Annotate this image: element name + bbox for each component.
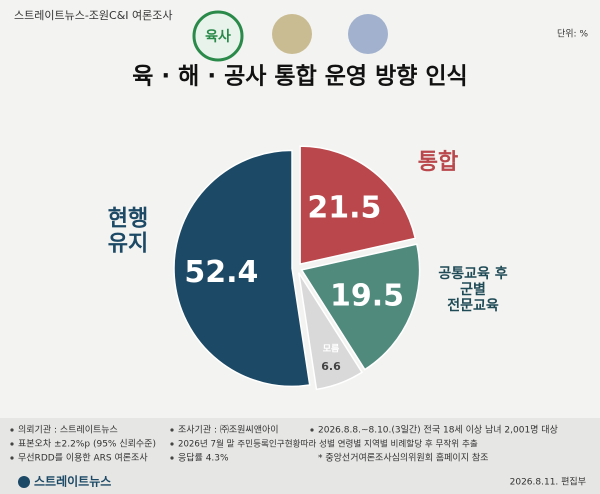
- footer-bg: [0, 418, 600, 494]
- bullet: [10, 428, 14, 432]
- footer-note: 표본오차 ±2.2%p (95% 신뢰수준): [18, 438, 156, 450]
- pie-slice: [299, 145, 417, 266]
- category-label: 유지: [108, 232, 148, 257]
- bullet: [10, 456, 14, 460]
- footer: 의뢰기관 : 스트레이트뉴스 조사기관 : ㈜조원씨앤아이 2026.8.8.~8.…: [10, 424, 558, 464]
- footer-note: 2026.8.8.~8.10.(3일간) 전국 18세 이상 남녀 2,001명…: [318, 425, 558, 436]
- bullet: [170, 442, 174, 446]
- category-label: 공통교육 후: [438, 266, 507, 282]
- footer-note: 응답률 4.3%: [178, 452, 229, 464]
- category-label: 전문교육: [447, 297, 499, 314]
- value-label: 19.5: [330, 279, 404, 314]
- value-label: 21.5: [307, 190, 381, 225]
- brand: 스트레이트뉴스: [34, 474, 111, 489]
- source-line: 스트레이트뉴스-조원C&I 여론조사: [14, 9, 173, 22]
- footer-note: 조사기관 : ㈜조원씨앤아이: [178, 424, 279, 436]
- bullet: [170, 428, 174, 432]
- footer-note: * 중앙선거여론조사심의위원회 홈페이지 참조: [318, 452, 488, 464]
- brand-icon: [18, 476, 30, 488]
- category-label: 모름: [323, 343, 340, 354]
- unit-label: 단위: %: [557, 29, 588, 40]
- category-label: 현행: [108, 206, 148, 231]
- category-label: 통합: [418, 149, 458, 175]
- bullet: [310, 428, 314, 432]
- army-emblem: [192, 10, 244, 62]
- footer-note: 2026년 7월 말 주민등록인구현황따라 성별 연령별 지역별 비례할당 후 …: [178, 438, 478, 450]
- emblems: 육사: [192, 10, 388, 62]
- pie-slice: [173, 149, 311, 388]
- footer-note: 의뢰기관 : 스트레이트뉴스: [18, 425, 118, 436]
- bullet: [170, 456, 174, 460]
- pie-slice: [300, 243, 421, 371]
- army-badge-text: 육사: [205, 29, 231, 45]
- bullet: [10, 442, 14, 446]
- value-label: 52.4: [184, 255, 258, 290]
- navy-emblem: [272, 14, 312, 54]
- airforce-emblem: [348, 14, 388, 54]
- pie-slice: [298, 272, 364, 391]
- footer-note: 무선RDD를 이용한 ARS 여론조사: [18, 452, 148, 464]
- category-label: 군별: [460, 281, 486, 298]
- footer-date: 2026.8.11. 편집부: [510, 476, 586, 488]
- value-label: 6.6: [321, 360, 341, 373]
- chart-title: 육 · 해 · 공사 통합 운영 방향 인식: [132, 64, 467, 90]
